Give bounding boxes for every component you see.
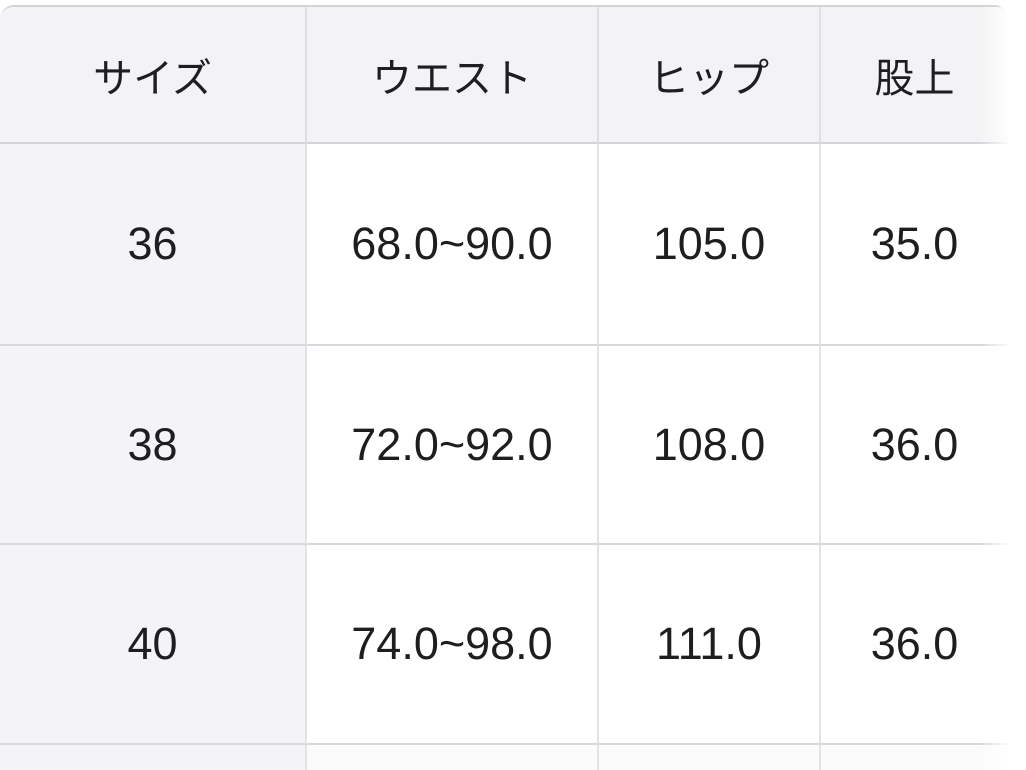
row-label-size-38: 38 bbox=[0, 346, 307, 545]
header-cell-waist: ウエスト bbox=[307, 7, 599, 144]
rise-value: 36.0 bbox=[821, 346, 1008, 545]
header-cell-rise: 股上 bbox=[821, 7, 1008, 144]
size-chart-table: サイズ ウエスト ヒップ 股上 36 68.0~90.0 105.0 35.0 … bbox=[0, 5, 1010, 770]
hip-value: 108.0 bbox=[599, 346, 821, 545]
header-cell-size: サイズ bbox=[0, 7, 307, 144]
row-label-size-36: 36 bbox=[0, 144, 307, 346]
rise-value: 36.0 bbox=[821, 545, 1008, 745]
size-chart-scroll-region[interactable]: サイズ ウエスト ヒップ 股上 36 68.0~90.0 105.0 35.0 … bbox=[0, 5, 1026, 770]
hip-value: 105.0 bbox=[599, 144, 821, 346]
waist-value: 74.0~98.0 bbox=[307, 545, 599, 745]
waist-value: 72.0~92.0 bbox=[307, 346, 599, 545]
rise-value: 35.0 bbox=[821, 144, 1008, 346]
row-label-size-40: 40 bbox=[0, 545, 307, 745]
partial-cell bbox=[821, 745, 1008, 770]
partial-cell bbox=[307, 745, 599, 770]
hip-value: 111.0 bbox=[599, 545, 821, 745]
partial-row-label bbox=[0, 745, 307, 770]
partial-cell bbox=[599, 745, 821, 770]
header-cell-hip: ヒップ bbox=[599, 7, 821, 144]
waist-value: 68.0~90.0 bbox=[307, 144, 599, 346]
